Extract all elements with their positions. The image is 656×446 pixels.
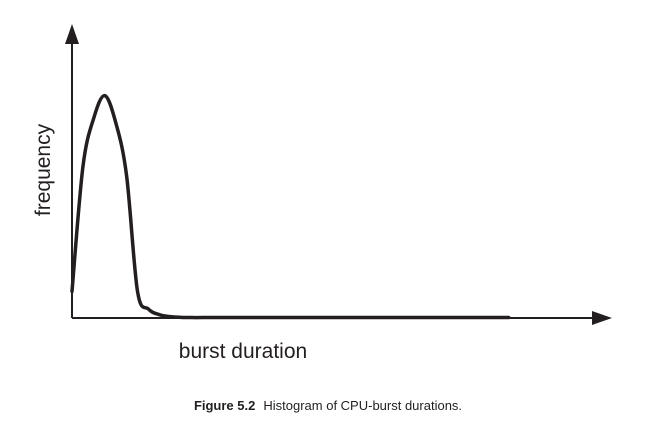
x-axis-arrowhead — [592, 311, 612, 325]
x-axis-label: burst duration — [179, 340, 307, 363]
y-axis-label: frequency — [32, 123, 55, 216]
caption-text: Histogram of CPU-burst durations. — [263, 398, 463, 413]
figure-caption: Figure 5.2 Histogram of CPU-burst duratio… — [0, 398, 656, 413]
figure-number: Figure 5.2 — [193, 398, 256, 413]
series-line-burst-frequency — [70, 93, 511, 320]
y-axis-arrowhead — [65, 24, 79, 44]
chart-axes — [65, 24, 612, 325]
